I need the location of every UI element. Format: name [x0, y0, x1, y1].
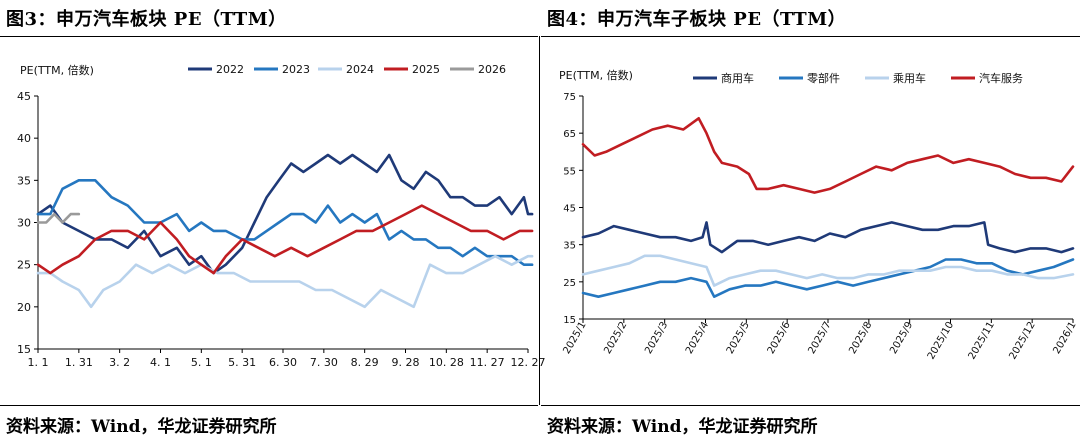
- y-tick-label: 55: [563, 166, 576, 177]
- series-line-2024: [36, 254, 534, 309]
- legend-label: 2024: [346, 63, 374, 76]
- figure-4-panel: 图4：申万汽车子板块 PE（TTM） 15 25 35 45 55 65 75 2025/1 2…: [541, 0, 1080, 441]
- y-tick-label: 25: [17, 259, 31, 272]
- legend-label: 2026: [478, 63, 506, 76]
- x-tick-label: 11. 27: [470, 356, 505, 369]
- legend-label: 2025: [412, 63, 440, 76]
- series-line-2025: [36, 204, 534, 275]
- legend-label: 2022: [216, 63, 244, 76]
- legend-label: 零部件: [807, 71, 840, 85]
- series-line-2022: [36, 153, 534, 275]
- y-tick-label: 20: [17, 301, 31, 314]
- x-tick-label: 10. 28: [429, 356, 464, 369]
- y-tick-label: 45: [17, 90, 31, 103]
- x-tick-label: 12. 27: [511, 356, 546, 369]
- y-axis-title: PE(TTM, 倍数): [20, 63, 94, 77]
- x-tick-label: 1. 1: [28, 356, 49, 369]
- x-tick-label: 2025/9: [888, 320, 915, 356]
- figure-4-frame: [541, 36, 1080, 406]
- figure-3-source: 资料来源：Wind，华龙证券研究所: [6, 417, 277, 437]
- y-tick-label: 40: [17, 132, 31, 145]
- y-tick-label: 15: [563, 315, 576, 326]
- x-tick-label: 7. 30: [310, 356, 338, 369]
- y-tick-label: 30: [17, 217, 31, 230]
- x-tick-label: 5. 1: [191, 356, 212, 369]
- figure-3-title: 图3：申万汽车板块 PE（TTM）: [6, 9, 287, 30]
- x-tick-label: 2025/10: [926, 320, 956, 361]
- y-tick-label: 45: [563, 204, 576, 215]
- y-tick-label: 65: [563, 129, 576, 140]
- x-tick-label: 9. 28: [392, 356, 420, 369]
- x-tick-label: 2025/12: [1007, 320, 1037, 361]
- legend-label: 汽车服务: [979, 71, 1023, 85]
- figure-3-frame: [0, 36, 538, 406]
- y-tick-label: 15: [17, 343, 31, 356]
- x-tick-label: 2025/5: [725, 320, 752, 356]
- x-tick-label: 2025/7: [806, 320, 833, 356]
- x-tick-label: 5. 31: [228, 356, 256, 369]
- legend-label: 乘用车: [893, 71, 926, 85]
- x-tick-label: 2025/6: [766, 320, 793, 356]
- x-tick-label: 4. 1: [150, 356, 171, 369]
- x-tick-label: 6. 30: [269, 356, 297, 369]
- figure-4-title: 图4：申万汽车子板块 PE（TTM）: [547, 9, 847, 30]
- x-tick-label: 2025/8: [847, 320, 874, 356]
- x-tick-label: 2025/2: [602, 320, 629, 356]
- series-line-汽车服务: [581, 117, 1075, 194]
- legend-label: 商用车: [721, 71, 754, 85]
- y-tick-label: 25: [563, 278, 576, 289]
- series-line-乘用车: [581, 254, 1075, 287]
- y-tick-label: 75: [563, 92, 576, 103]
- panel-divider: [539, 36, 540, 405]
- x-tick-label: 2025/3: [643, 320, 670, 356]
- y-axis-title: PE(TTM, 倍数): [559, 68, 633, 82]
- x-tick-label: 2026/1: [1051, 320, 1078, 356]
- figure-3-panel: 图3：申万汽车板块 PE（TTM） 15 20 25 30 35 40 45 1. 1 1. 3…: [0, 0, 546, 441]
- series-line-商用车: [581, 221, 1075, 254]
- y-tick-label: 35: [563, 241, 576, 252]
- x-tick-label: 1. 31: [65, 356, 93, 369]
- series-line-零部件: [581, 258, 1075, 299]
- x-tick-label: 8. 29: [351, 356, 379, 369]
- figure-4-source: 资料来源：Wind，华龙证券研究所: [547, 417, 818, 437]
- x-tick-label: 3. 2: [109, 356, 130, 369]
- x-tick-label: 2025/11: [967, 320, 997, 361]
- series-line-2026: [36, 212, 81, 224]
- y-tick-label: 35: [17, 174, 31, 187]
- series-line-2023: [36, 179, 534, 267]
- x-tick-label: 2025/4: [684, 320, 711, 356]
- legend-label: 2023: [282, 63, 310, 76]
